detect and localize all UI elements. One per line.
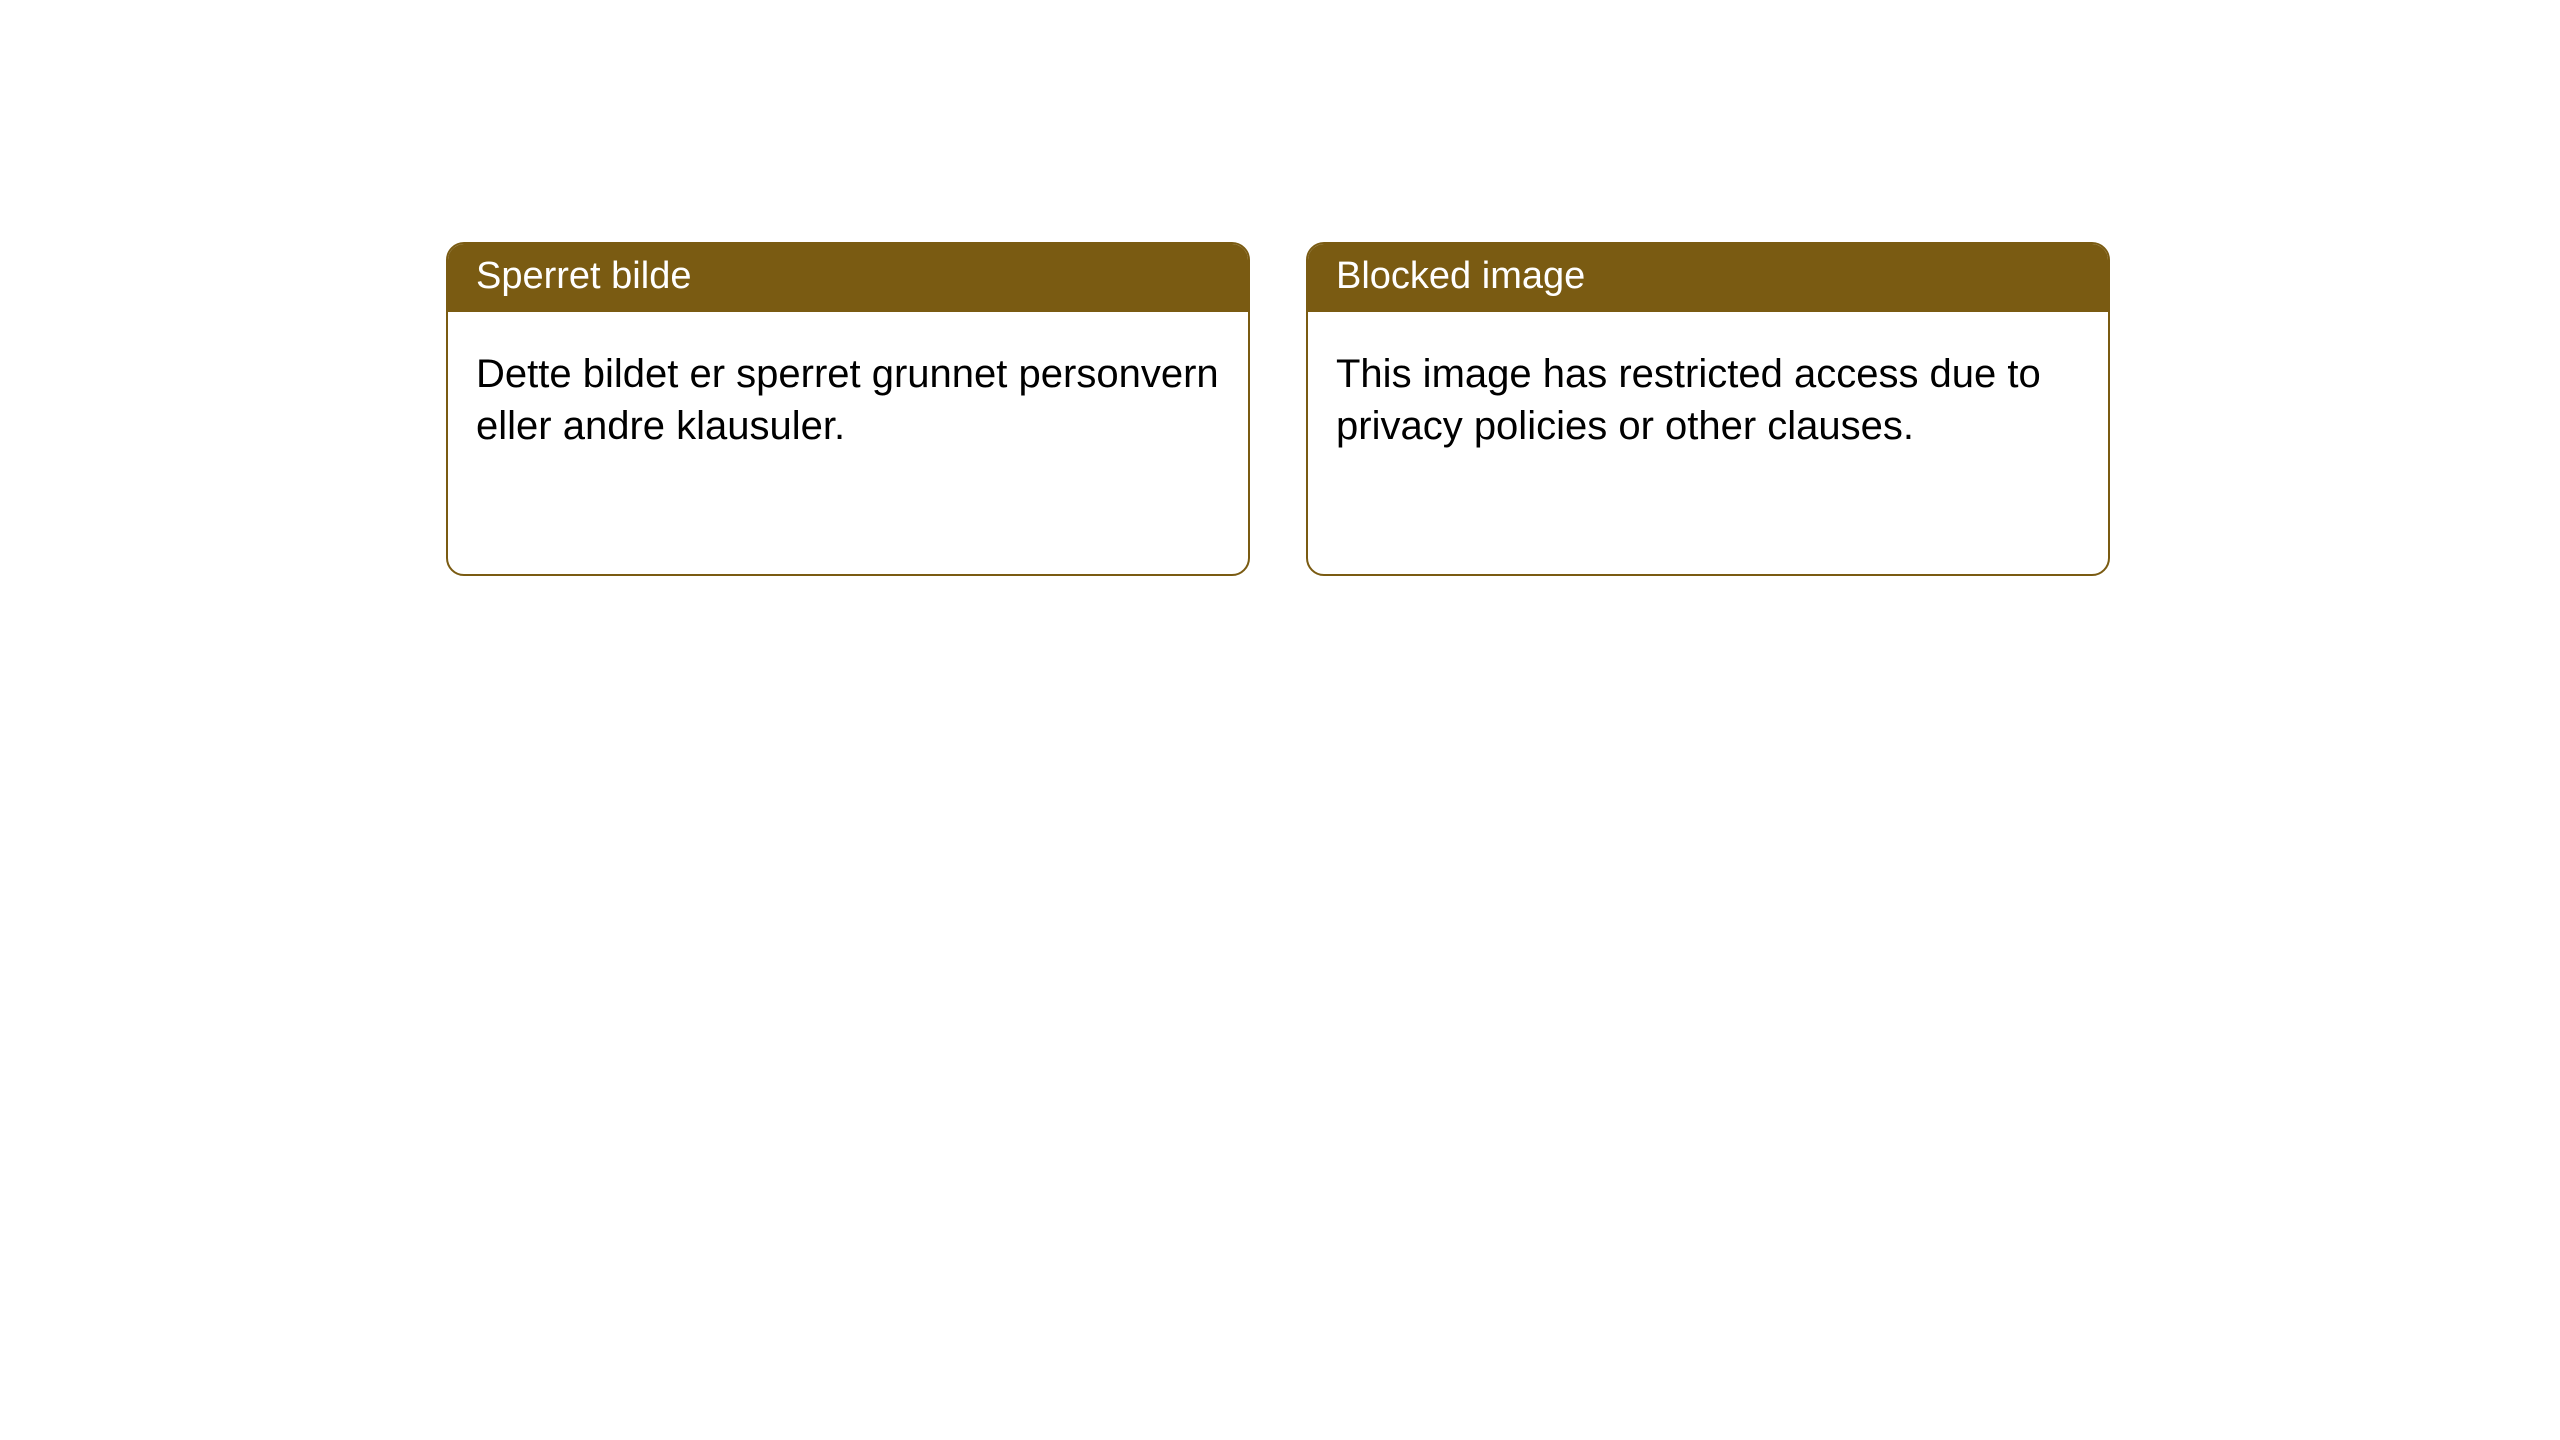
card-header: Blocked image	[1308, 244, 2108, 312]
notice-card-english: Blocked image This image has restricted …	[1306, 242, 2110, 576]
card-body: Dette bildet er sperret grunnet personve…	[448, 312, 1248, 488]
card-body: This image has restricted access due to …	[1308, 312, 2108, 488]
card-header: Sperret bilde	[448, 244, 1248, 312]
notice-card-norwegian: Sperret bilde Dette bildet er sperret gr…	[446, 242, 1250, 576]
notice-container: Sperret bilde Dette bildet er sperret gr…	[0, 0, 2560, 576]
